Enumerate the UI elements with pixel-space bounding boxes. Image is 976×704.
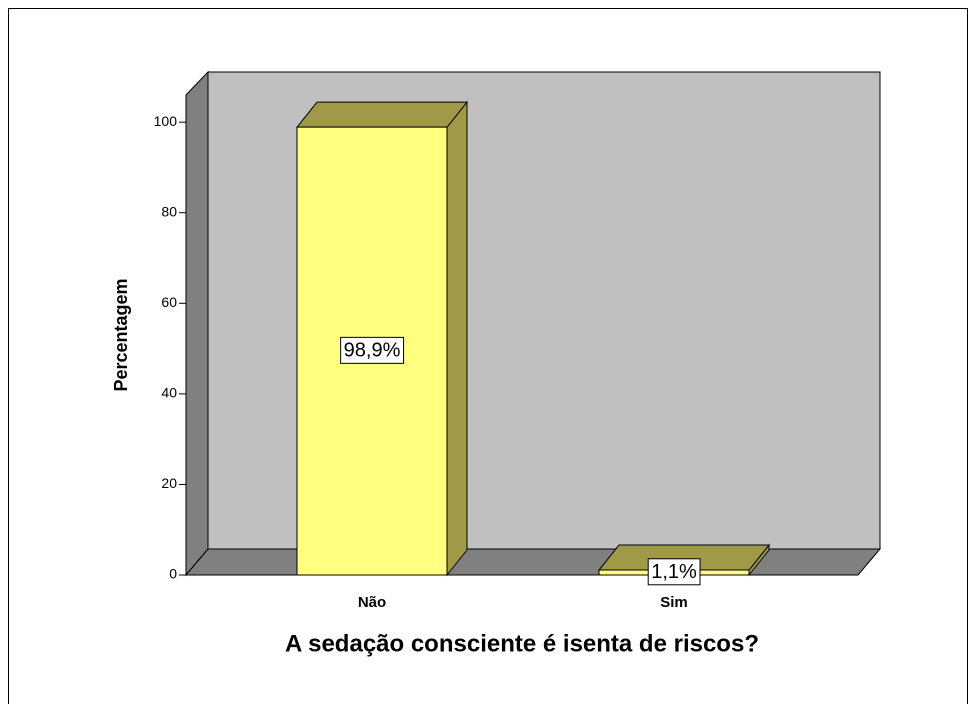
bar-top [295,101,469,128]
y-tick-label: 80 [161,203,177,219]
floor [184,548,882,576]
y-tick-label: 40 [161,385,177,401]
value-label: 98,9% [344,339,401,361]
value-label-box [647,558,701,586]
x-tick-label: Sim [660,594,688,611]
x-tick-label: Não [358,594,386,611]
left-wall [185,70,209,577]
y-axis-label: Percentagem [111,278,131,391]
bar-side [446,100,468,577]
y-tick-label: 100 [154,113,178,129]
y-tick-label: 20 [161,475,177,491]
x-axis-label: A sedação consciente é isenta de riscos? [285,630,759,657]
value-label-box [340,336,405,364]
y-tick-label: 60 [161,294,177,310]
y-tick-label: 0 [169,566,177,582]
value-label: 1,1% [651,561,697,583]
